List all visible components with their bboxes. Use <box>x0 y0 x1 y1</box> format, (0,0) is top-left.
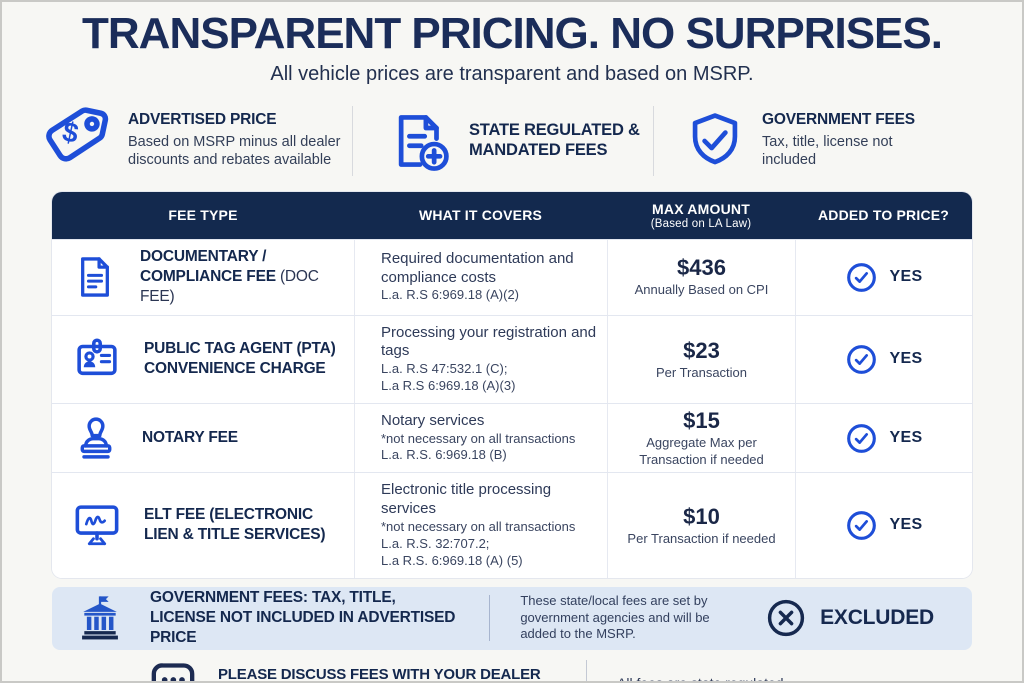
document-icon <box>72 252 118 302</box>
benefit-government-fees: GOVERNMENT FEES Tax, title, license not … <box>654 108 974 174</box>
benefit-title: GOVERNMENT FEES <box>762 111 915 129</box>
bank-icon <box>76 593 124 643</box>
banner-title: GOVERNMENT FEES: TAX, TITLE, LICENSE NOT… <box>150 588 456 647</box>
covers-note: L.a. R.S. 6:969.18 (B) <box>381 447 507 463</box>
max-amount-note: Annually Based on CPI <box>634 282 769 298</box>
covers-text: Notary services <box>381 411 485 429</box>
column-header-max-amount-subnote: (Based on LA Law) <box>650 217 752 230</box>
column-header-max-amount: MAX AMOUNT (Based on LA Law) <box>607 201 795 230</box>
max-amount: $10 <box>683 503 720 529</box>
column-header-added-to-price: ADDED TO PRICE? <box>817 207 950 224</box>
max-amount: $23 <box>683 337 720 363</box>
max-amount-note: Aggregate Max per Transaction if needed <box>639 435 764 467</box>
max-amount-note: Per Transaction if needed <box>627 530 776 546</box>
price-tag-icon: $ <box>42 99 112 183</box>
column-header-fee-type: FEE TYPE <box>168 207 238 224</box>
government-fees-banner: GOVERNMENT FEES: TAX, TITLE, LICENSE NOT… <box>52 586 972 650</box>
fee-name: ELT FEE (ELECTRONIC LIEN & TITLE SERVICE… <box>144 506 326 544</box>
covers-note: *not necessary on all transactions <box>381 518 576 534</box>
divider <box>586 659 587 681</box>
footer: PLEASE DISCUSS FEES WITH YOUR DEALER We'… <box>52 658 972 683</box>
covers-text: Processing your registration and tags <box>381 323 597 360</box>
shield-check-icon <box>684 108 746 174</box>
benefit-title: STATE REGULATED & MANDATED FEES <box>469 120 640 159</box>
divider <box>489 595 491 641</box>
covers-note: L.a R.S. 6:969.18 (A) (5) <box>381 552 523 568</box>
page-title: TRANSPARENT PRICING. NO SURPRISES. <box>82 9 943 58</box>
added-to-price-value: YES <box>889 429 923 447</box>
covers-note: L.a. R.S. 32:707.2; <box>381 535 490 551</box>
benefit-advertised-price: $ ADVERTISED PRICE Based on MSRP minus a… <box>42 99 352 183</box>
monitor-signature-icon <box>72 500 122 550</box>
table-row-notary-fee: NOTARY FEE Notary services *not necessar… <box>52 402 972 473</box>
banner-description: These state/local fees are set by govern… <box>520 592 710 642</box>
benefit-description: Based on MSRP minus all dealer discounts… <box>128 133 341 169</box>
covers-note: L.a. R.S 6:969.18 (A)(2) <box>381 287 520 303</box>
fee-table-header: FEE TYPE WHAT IT COVERS MAX AMOUNT (Base… <box>52 191 972 239</box>
id-badge-icon <box>72 333 122 385</box>
benefit-state-regulated: STATE REGULATED & MANDATED FEES <box>353 106 653 176</box>
table-row-doc-fee: DOCUMENTARY / COMPLIANCE FEE (DOC FEE) R… <box>52 238 972 315</box>
check-circle-icon <box>846 344 877 375</box>
added-to-price-value: YES <box>889 350 923 368</box>
x-circle-icon <box>766 598 806 638</box>
document-plus-icon <box>387 106 453 176</box>
benefits-row: $ ADVERTISED PRICE Based on MSRP minus a… <box>42 96 982 186</box>
benefit-description: Tax, title, license not included <box>762 133 893 169</box>
fee-table: FEE TYPE WHAT IT COVERS MAX AMOUNT (Base… <box>52 191 972 578</box>
covers-text: Required documentation and compliance co… <box>381 249 574 286</box>
fee-name: DOCUMENTARY / COMPLIANCE FEE (DOC FEE) <box>140 247 319 306</box>
table-row-elt-fee: ELT FEE (ELECTRONIC LIEN & TITLE SERVICE… <box>52 472 972 578</box>
fee-name: PUBLIC TAG AGENT (PTA) CONVENIENCE CHARG… <box>144 340 336 378</box>
max-amount: $15 <box>683 408 720 434</box>
max-amount: $436 <box>677 255 726 281</box>
stamp-icon <box>72 413 120 463</box>
excluded-status-label: EXCLUDED <box>820 606 934 629</box>
covers-note: *not necessary on all transactions <box>381 430 576 446</box>
check-circle-icon <box>846 262 877 293</box>
page-subtitle: All vehicle prices are transparent and b… <box>270 62 754 85</box>
fee-name: NOTARY FEE <box>142 428 238 446</box>
added-to-price-value: YES <box>889 516 923 534</box>
divider <box>352 105 353 176</box>
max-amount-note: Per Transaction <box>655 364 748 380</box>
added-to-price-value: YES <box>889 268 923 286</box>
covers-text: Electronic title processing services <box>381 481 552 518</box>
covers-note: L.a. R.S 47:532.1 (C); <box>381 361 508 377</box>
svg-text:$: $ <box>60 115 82 149</box>
divider <box>653 105 654 176</box>
footer-title: PLEASE DISCUSS FEES WITH YOUR DEALER <box>218 665 541 683</box>
footer-note: All fees are state regulated. <box>617 674 788 683</box>
check-circle-icon <box>846 510 877 541</box>
column-header-what-it-covers: WHAT IT COVERS <box>418 207 543 224</box>
benefit-title: ADVERTISED PRICE <box>128 111 277 129</box>
check-circle-icon <box>846 423 877 454</box>
table-row-pta-charge: PUBLIC TAG AGENT (PTA) CONVENIENCE CHARG… <box>52 314 972 403</box>
chat-icon <box>148 658 198 681</box>
covers-note: L.a R.S 6:969.18 (A)(3) <box>381 377 516 393</box>
